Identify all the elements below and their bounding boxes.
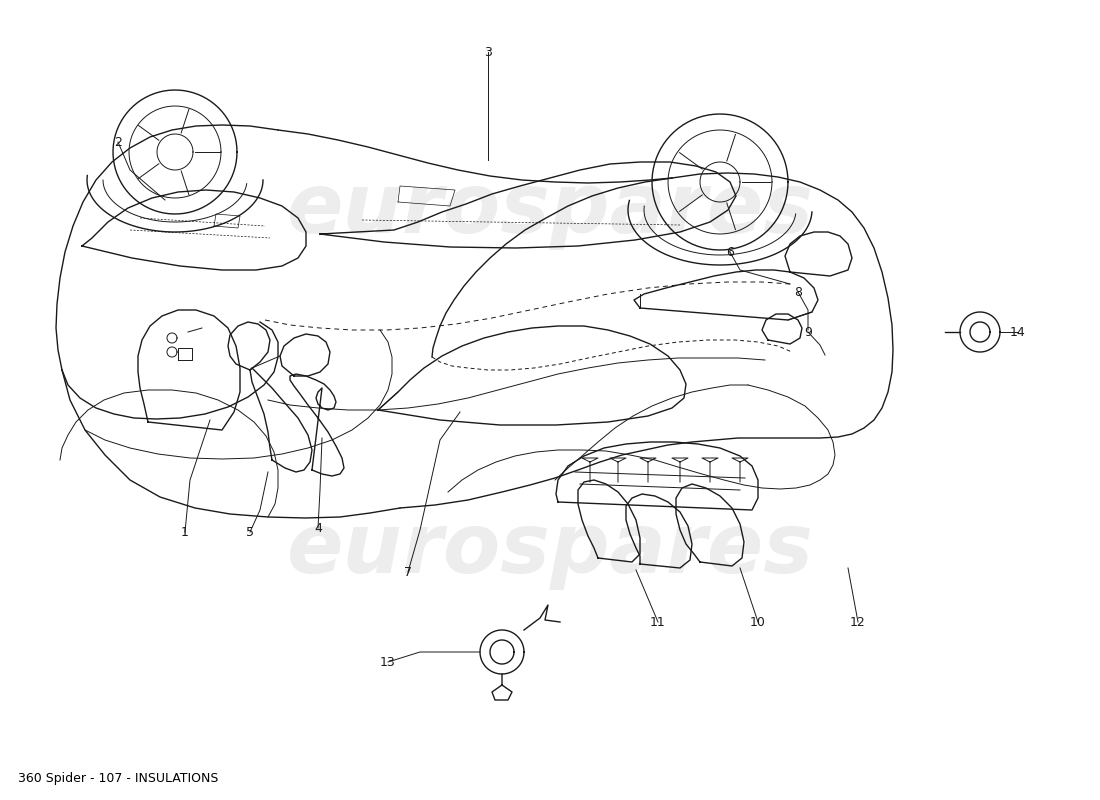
Text: 8: 8	[794, 286, 802, 298]
Text: 10: 10	[750, 615, 766, 629]
Text: 5: 5	[246, 526, 254, 538]
Text: 14: 14	[1010, 326, 1026, 338]
Text: 4: 4	[315, 522, 322, 534]
Text: eurospares: eurospares	[286, 510, 814, 590]
Text: 360 Spider - 107 - INSULATIONS: 360 Spider - 107 - INSULATIONS	[18, 772, 219, 785]
Text: 7: 7	[404, 566, 412, 578]
Text: 1: 1	[182, 526, 189, 538]
Text: 13: 13	[381, 655, 396, 669]
Text: 11: 11	[650, 615, 666, 629]
Text: 2: 2	[114, 135, 122, 149]
Text: 6: 6	[726, 246, 734, 258]
Text: 3: 3	[484, 46, 492, 58]
Text: eurospares: eurospares	[286, 170, 814, 250]
Text: 9: 9	[804, 326, 812, 338]
Text: 12: 12	[850, 615, 866, 629]
